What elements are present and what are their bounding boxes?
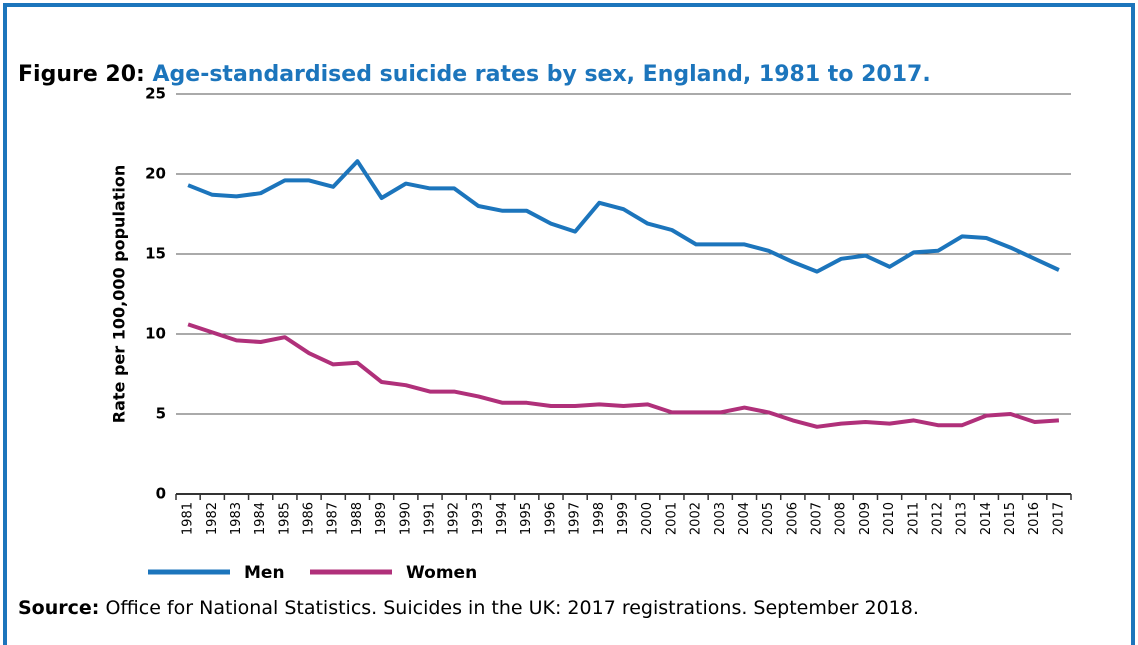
x-tick-label: 1990 [398,502,413,535]
x-tick-label: 2016 [1027,502,1042,535]
x-tick-label: 2013 [955,502,970,535]
x-tick-label: 1992 [447,502,462,535]
x-tick-label: 2005 [761,502,776,535]
x-tick-label: 1986 [302,502,317,535]
legend-label: Women [406,563,477,583]
y-tick-label: 20 [145,165,166,183]
x-tick-label: 2012 [930,502,945,535]
y-tick-label: 15 [145,245,166,263]
x-tick-label: 2009 [858,502,873,535]
figure-label: Figure 20: [18,62,145,87]
x-tick-label: 1993 [471,502,486,535]
x-tick-label: 2011 [906,502,921,535]
series-line [187,159,1060,274]
x-tick-label: 2014 [979,502,994,535]
chart-title: Figure 20: Age-standardised suicide rate… [18,62,931,87]
source: Source: Office for National Statistics. … [18,597,919,619]
x-tick-label: 1999 [616,502,631,535]
x-tick-label: 2006 [785,502,800,535]
x-tick-label: 1989 [374,502,389,535]
y-tick-label: 5 [156,405,166,423]
x-tick-label: 2017 [1051,502,1066,535]
x-tick-label: 1996 [543,502,558,535]
x-tick-label: 2004 [737,502,752,535]
x-tick-label: 1994 [495,502,510,535]
x-tick-label: 1987 [326,502,341,535]
x-tick-label: 1991 [422,502,437,535]
x-tick-label: 1982 [205,502,220,535]
x-tick-label: 2010 [882,502,897,535]
x-tick-label: 1981 [181,502,196,535]
x-tick-label: 1983 [229,502,244,535]
x-tick-label: 1998 [592,502,607,535]
y-tick-label: 0 [156,485,166,503]
source-label: Source: [18,597,99,619]
x-tick-label: 1985 [277,502,292,535]
x-tick-label: 2008 [834,502,849,535]
frame [3,3,1135,645]
source-text: Office for National Statistics. Suicides… [105,597,918,619]
x-tick-label: 2000 [640,502,655,535]
x-tick-label: 2002 [689,502,704,535]
series-line [187,322,1060,429]
x-tick-label: 2001 [664,502,679,535]
y-tick-label: 10 [145,325,166,343]
legend-label: Men [244,563,285,583]
y-axis-label: Rate per 100,000 population [110,165,129,423]
y-tick-label: 25 [145,85,166,103]
x-tick-label: 2007 [810,502,825,535]
x-tick-label: 1984 [253,502,268,535]
x-tick-label: 1995 [519,502,534,535]
x-tick-label: 1997 [568,502,583,535]
x-tick-label: 2015 [1003,502,1018,535]
x-tick-label: 2003 [713,502,728,535]
x-tick-label: 1988 [350,502,365,535]
title-text: Age-standardised suicide rates by sex, E… [153,62,931,87]
